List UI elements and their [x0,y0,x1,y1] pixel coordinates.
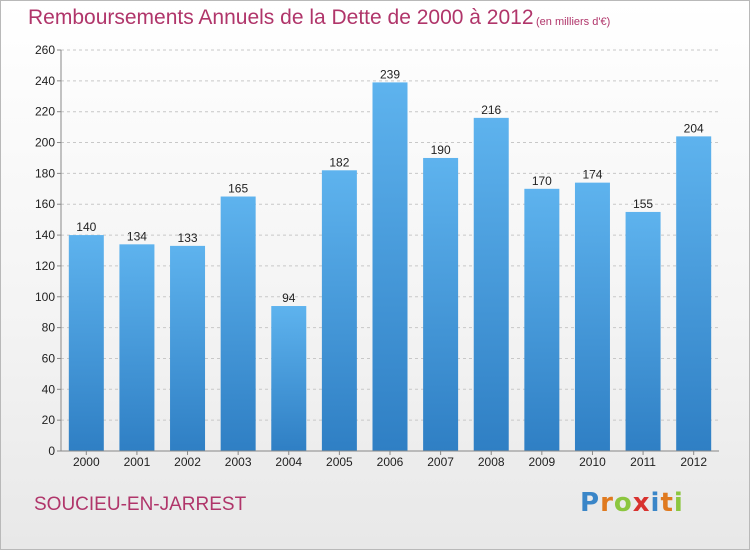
axes: 0 20 40 60 80 100 120 140 160 180 200 220 240 260 2000… [35,43,719,469]
y-tick-label: 80 [42,321,56,335]
y-tick-label: 100 [35,290,55,304]
bar-value-label: 140 [76,220,96,234]
unit-note: (en milliers d'€) [536,16,611,28]
logo-letter: t [660,488,674,518]
bar [473,117,509,451]
y-tick-label: 180 [35,166,55,180]
x-tick-label: 2011 [630,455,656,469]
bar-value-label: 94 [282,291,296,305]
bar [625,211,661,451]
x-tick-label: 2001 [124,455,151,469]
logo-letter: P [580,488,601,518]
logo-letter: o [613,488,633,518]
x-tick-label: 2000 [73,455,100,469]
bar-value-label: 133 [178,231,198,245]
bar [423,157,459,451]
bar [321,170,357,452]
bar [170,245,206,451]
bar [676,136,712,451]
x-tick-label: 2007 [427,455,454,469]
x-tick-label: 2004 [275,455,302,469]
bar [220,196,256,451]
bar-value-label: 134 [127,229,147,243]
bar [68,235,104,451]
x-tick-label: 2003 [225,455,252,469]
place-name: SOUCIEU-EN-JARREST [34,494,247,515]
bar [574,182,610,451]
x-tick-label: 2005 [326,455,353,469]
y-tick-label: 240 [35,74,55,88]
y-tick-label: 200 [35,136,55,150]
bar-value-label: 190 [431,143,451,157]
logo-letter: i [673,488,684,518]
x-tick-label: 2008 [478,455,505,469]
y-tick-label: 120 [35,259,55,273]
bar-value-label: 216 [481,103,501,117]
chart-title: Remboursements Annuels de la Dette de 20… [28,6,534,29]
bar-value-label: 165 [228,182,248,196]
y-tick-label: 160 [35,197,55,211]
y-tick-label: 0 [48,444,55,458]
x-tick-label: 2010 [579,455,606,469]
bar-value-label: 170 [532,174,552,188]
bar [271,306,307,451]
bar [372,82,408,451]
bar [119,244,155,451]
bars: 140 134 133 165 94 182 239 190 216 170 174 155 204 [68,67,712,452]
bar-value-label: 204 [684,121,704,135]
logo-letter: x [632,488,651,518]
y-tick-label: 220 [35,105,55,119]
bar-value-label: 174 [582,168,602,182]
x-tick-label: 2009 [528,455,555,469]
y-tick-label: 140 [35,228,55,242]
proxiti-logo[interactable]: Proxiti [580,488,684,518]
bar-value-label: 155 [633,197,653,211]
logo-letter: r [600,488,614,518]
y-tick-label: 20 [42,413,56,427]
x-tick-label: 2002 [174,455,201,469]
y-tick-label: 60 [42,351,56,365]
logo-letter: i [650,488,661,518]
bar [524,188,560,452]
bar-value-label: 182 [329,155,349,169]
x-tick-label: 2012 [680,455,707,469]
x-tick-label: 2006 [377,455,404,469]
bar-value-label: 239 [380,67,400,81]
y-tick-label: 40 [42,382,56,396]
y-tick-label: 260 [35,43,55,57]
